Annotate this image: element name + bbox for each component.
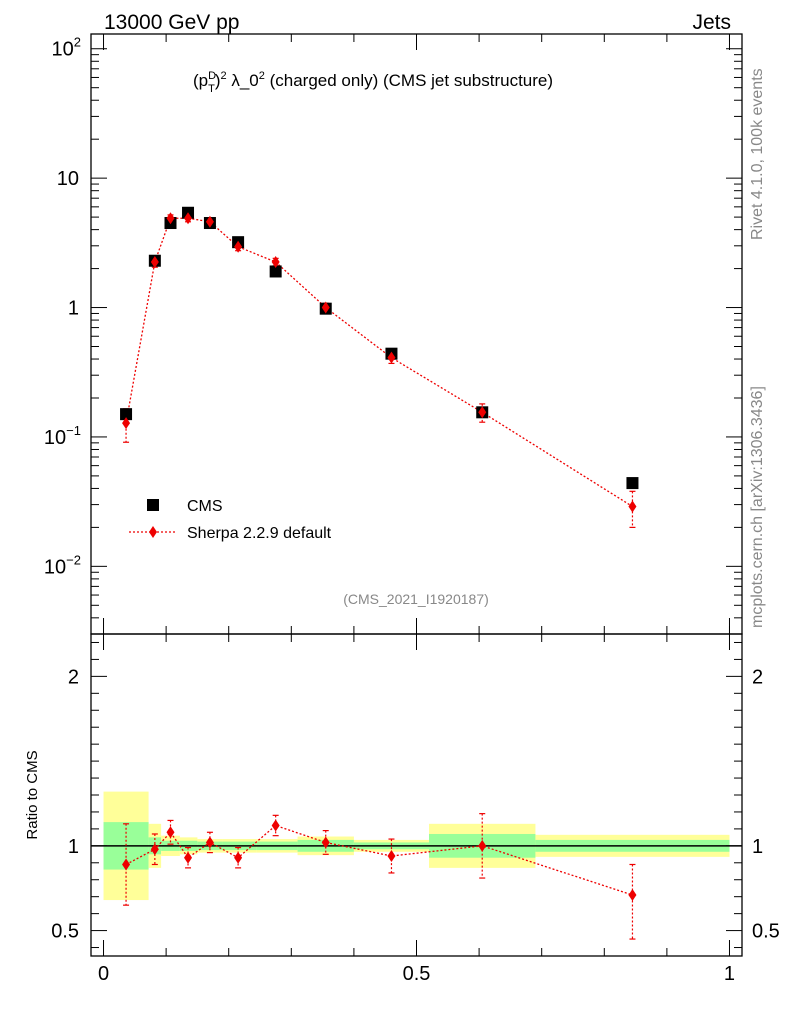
cms-point — [120, 408, 133, 421]
cms-point — [626, 477, 639, 490]
main-y-tick-label: 1 — [68, 298, 79, 320]
ratio-point — [271, 819, 280, 832]
main-frame — [90, 33, 743, 635]
sherpa-point — [166, 212, 175, 225]
ratio-y-ticks — [91, 641, 742, 949]
sherpa-point — [150, 255, 159, 268]
main-y-tick-label: 10−2 — [44, 552, 81, 578]
main-y-tick-label: 10 — [57, 168, 79, 190]
legend: CMS Sherpa 2.2.9 default — [129, 498, 332, 542]
sherpa-point — [478, 406, 487, 419]
ratio-point — [184, 851, 193, 864]
sherpa-point — [321, 301, 330, 314]
ratio-x-tick-labels: 0 0.5 1 — [98, 963, 735, 985]
ratio-y-tick-label: 1 — [68, 836, 79, 858]
header-left: 13000 GeV pp — [104, 11, 239, 34]
ratio-y-tick-labels: 0.5 0.5 1 1 2 2 — [51, 666, 780, 942]
ratio-x-tick-label: 0.5 — [403, 963, 431, 985]
sherpa-point — [234, 240, 243, 253]
analysis-id: (CMS_2021_I1920187) — [343, 591, 489, 607]
header-right: Jets — [692, 11, 731, 34]
ratio-point — [234, 851, 243, 864]
ratio-y-tick-label-right: 2 — [752, 666, 763, 688]
chart-title: (pD T)2 λ_02 (charged only) (CMS jet subs… — [193, 70, 553, 95]
sherpa-point — [205, 215, 214, 228]
ratio-points — [122, 819, 637, 901]
ratio-error-bars — [123, 813, 636, 940]
mcplots-label: mcplots.cern.ch [arXiv:1306.3436] — [749, 386, 766, 628]
ratio-y-tick-label: 2 — [68, 666, 79, 688]
ratio-y-tick-label: 0.5 — [51, 921, 79, 943]
ratio-y-tick-label-right: 1 — [752, 836, 763, 858]
legend-cms-marker — [147, 499, 159, 511]
main-y-tick-label: 10−1 — [44, 423, 81, 449]
ratio-point — [122, 858, 131, 871]
main-y-tick-label: 102 — [52, 35, 81, 61]
sherpa-points — [122, 212, 637, 513]
ratio-x-tick-label: 1 — [724, 963, 735, 985]
sherpa-point — [122, 417, 131, 430]
main-y-ticks — [91, 34, 742, 635]
sherpa-error-bars — [123, 214, 636, 528]
main-y-tick-labels: 10−2 10−1 1 10 102 — [44, 35, 81, 579]
sherpa-series-line — [125, 217, 633, 508]
ratio-panel: 0.5 0.51 12 2 0 0.5 1 Ratio to CMS — [24, 633, 780, 985]
sherpa-point — [184, 212, 193, 225]
sherpa-point — [387, 351, 396, 364]
legend-cms-label: CMS — [187, 498, 223, 515]
rivet-label: Rivet 4.1.0, 100k events — [749, 68, 766, 240]
ratio-point — [166, 826, 175, 839]
ratio-frame — [90, 633, 743, 957]
ratio-y-tick-label-right: 0.5 — [752, 921, 780, 943]
cms-point — [269, 265, 282, 278]
ratio-point — [387, 850, 396, 863]
cms-points — [120, 206, 639, 490]
sherpa-point — [628, 500, 637, 513]
ratio-point — [321, 836, 330, 849]
main-panel: 10−2 10−1 1 10 102 (pD T)2 λ_02 (charged only… — [44, 33, 743, 635]
sherpa-point — [271, 255, 280, 268]
legend-sherpa-marker — [149, 526, 157, 538]
ratio-x-tick-label: 0 — [98, 963, 109, 985]
ratio-point — [478, 839, 487, 852]
legend-sherpa-label: Sherpa 2.2.9 default — [187, 525, 332, 542]
ratio-y-axis-label: Ratio to CMS — [24, 750, 41, 839]
ratio-point — [628, 888, 637, 901]
ratio-x-ticks — [103, 634, 730, 956]
ratio-point — [205, 836, 214, 849]
ratio-point — [150, 843, 159, 856]
